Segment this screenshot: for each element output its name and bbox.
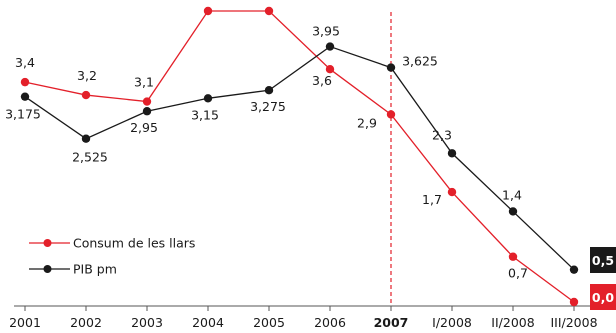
series-line-1: [24, 45, 575, 271]
badge-background: [590, 247, 616, 273]
x-tick-label: 2006: [314, 315, 346, 330]
x-tick-label: 2005: [253, 315, 285, 330]
series-line-0: [24, 10, 575, 303]
legend-marker: [43, 239, 52, 247]
x-tick-label: 2002: [70, 315, 102, 330]
data-label: 3,175: [5, 107, 41, 122]
data-point: [264, 86, 274, 95]
x-tick-label: 2003: [131, 315, 163, 330]
legend-label: Consum de les llars: [73, 236, 195, 251]
data-label: 1,4: [502, 187, 522, 202]
x-tick-label: III/2008: [550, 315, 597, 330]
data-label: 2,525: [72, 150, 108, 165]
badge-value: 0,5: [592, 253, 614, 268]
data-point: [142, 97, 152, 106]
end-value-badge: 0,5: [590, 247, 616, 273]
data-point: [264, 6, 274, 16]
data-label: 2,9: [357, 115, 377, 130]
data-label: 3,95: [312, 24, 340, 39]
x-tick-label: 2001: [9, 315, 41, 330]
data-label: 2,3: [432, 127, 452, 142]
data-point: [569, 265, 579, 274]
end-badges: 0,0 0,5: [590, 247, 616, 310]
badge-value: 0,0: [592, 290, 614, 305]
data-label: 3,625: [402, 54, 438, 69]
data-point: [447, 149, 457, 158]
legend-item: PIB pm: [29, 262, 117, 277]
data-point: [203, 94, 213, 103]
data-point: [325, 42, 335, 51]
data-point: [81, 134, 91, 143]
data-point: [386, 110, 396, 119]
badge-background: [590, 284, 616, 310]
data-point: [81, 90, 91, 100]
x-tick-label: 2004: [192, 315, 224, 330]
data-point: [203, 6, 213, 16]
data-point: [447, 187, 457, 197]
data-label: 3,15: [191, 107, 219, 122]
data-label: 3,2: [77, 68, 97, 83]
data-label: 0,7: [508, 266, 528, 281]
data-point: [325, 65, 335, 74]
data-point: [508, 207, 518, 216]
data-point: [569, 297, 579, 307]
legend-label: PIB pm: [73, 262, 117, 277]
x-tick-label: I/2008: [432, 315, 472, 330]
data-label: 3,1: [134, 75, 154, 90]
legend-item: Consum de les llars: [29, 236, 195, 251]
x-tick-label: II/2008: [491, 315, 534, 330]
legend-marker: [43, 265, 52, 273]
series-layer: [20, 6, 579, 307]
data-label: 3,275: [250, 99, 286, 114]
data-label-layer: 3,43,23,14,54,53,62,91,70,73,1752,5252,9…: [5, 24, 528, 281]
data-label: 1,7: [422, 192, 442, 207]
data-label: 3,4: [15, 55, 35, 70]
data-point: [20, 77, 30, 87]
data-point: [386, 63, 396, 72]
data-point: [20, 92, 30, 101]
data-label: 3,6: [312, 73, 332, 88]
x-axis: 2001 2002 2003 2004 2005 2006 2007 I/2008 II/200…: [9, 305, 600, 330]
x-tick-label: 2007: [374, 315, 409, 330]
data-point: [508, 252, 518, 261]
legend: Consum de les llars PIB pm: [29, 236, 195, 277]
data-point: [142, 107, 152, 116]
data-label: 2,95: [130, 120, 158, 135]
end-value-badge: 0,0: [590, 284, 616, 310]
